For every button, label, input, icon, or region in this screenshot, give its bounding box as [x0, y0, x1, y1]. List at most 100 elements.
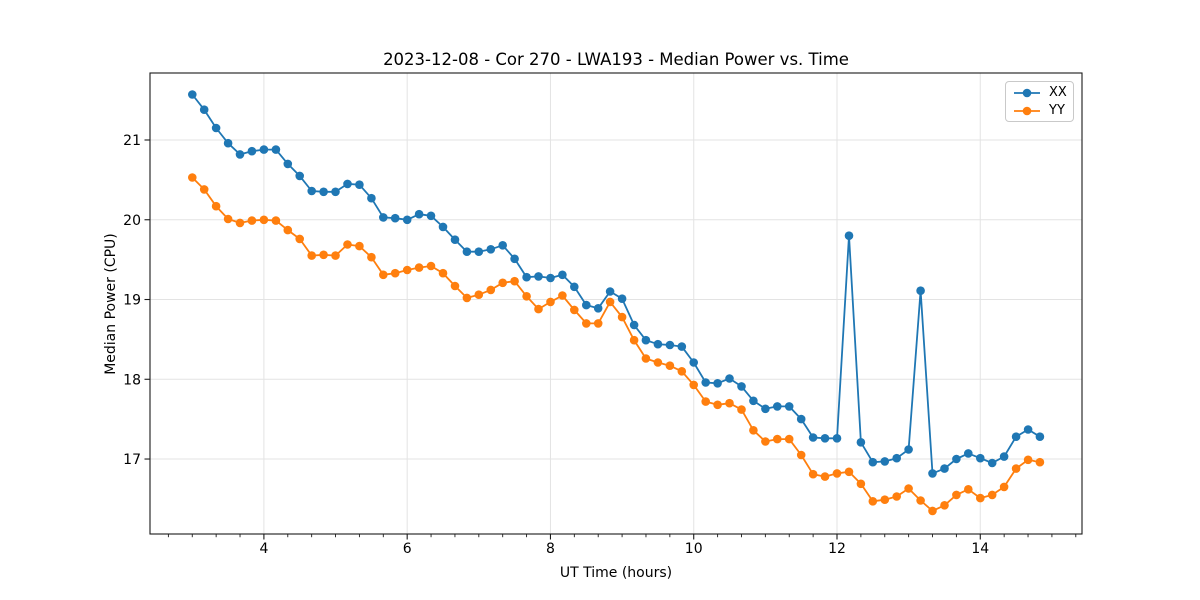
data-point — [820, 472, 830, 481]
data-point — [689, 380, 698, 390]
x-axis-label: UT Time (hours) — [560, 565, 672, 581]
data-point — [987, 490, 997, 500]
plot-border — [149, 72, 1083, 535]
data-point — [677, 367, 687, 376]
data-point — [641, 335, 651, 345]
data-point — [199, 185, 209, 194]
data-point — [235, 218, 245, 228]
data-point — [904, 484, 913, 493]
data-point — [773, 402, 782, 411]
data-point — [629, 320, 639, 330]
data-point — [892, 453, 901, 463]
data-point — [546, 273, 555, 283]
data-point — [522, 272, 531, 282]
y-tick-label: 17 — [123, 452, 141, 468]
data-point — [498, 278, 508, 288]
data-point — [414, 263, 424, 272]
legend-marker-yy — [1022, 106, 1032, 116]
data-point — [259, 215, 269, 225]
data-point — [784, 402, 794, 411]
data-point — [880, 495, 890, 505]
grid-lines — [150, 73, 1082, 534]
data-point — [486, 245, 496, 254]
data-point — [940, 464, 949, 473]
legend-line-sample-xx — [1014, 88, 1040, 98]
data-point — [916, 496, 925, 505]
data-point — [367, 252, 376, 262]
data-point — [259, 145, 269, 154]
data-point — [832, 434, 842, 443]
data-point — [952, 490, 961, 500]
axis-ticks: 4 6 8 10 12 14 17 18 19 20 21 — [123, 133, 1077, 557]
data-point — [534, 272, 543, 281]
data-point — [737, 382, 746, 391]
y-tick-label: 19 — [123, 293, 141, 309]
data-point — [987, 458, 997, 468]
data-point — [999, 452, 1009, 461]
data-point — [1035, 457, 1045, 467]
series-line — [191, 176, 1041, 512]
data-point — [235, 150, 245, 159]
data-point — [450, 281, 460, 291]
data-point — [462, 293, 472, 303]
x-tick-label: 8 — [546, 541, 555, 557]
data-point — [856, 438, 866, 447]
data-point — [880, 457, 890, 466]
y-tick-label: 18 — [123, 372, 141, 388]
data-point — [1011, 464, 1021, 473]
data-point — [605, 287, 615, 296]
data-point — [964, 485, 973, 494]
data-point — [820, 434, 830, 443]
data-point — [510, 254, 519, 264]
data-point — [450, 235, 460, 244]
x-tick-label: 12 — [828, 541, 846, 557]
data-point — [665, 340, 675, 350]
data-point — [211, 201, 221, 211]
legend-line-sample-yy — [1014, 106, 1040, 116]
series-xx — [188, 90, 1045, 478]
data-point — [784, 434, 794, 444]
data-point — [1023, 455, 1033, 465]
legend-label-yy: YY — [1049, 103, 1065, 118]
data-point — [331, 251, 340, 260]
data-point — [271, 145, 281, 154]
data-point — [593, 319, 603, 328]
data-point — [188, 173, 197, 182]
data-point — [283, 225, 293, 235]
data-point — [319, 250, 328, 260]
data-point — [617, 312, 627, 322]
data-point — [438, 222, 448, 232]
data-point — [402, 265, 412, 275]
data-point — [976, 493, 985, 503]
data-point — [510, 276, 519, 286]
data-point — [582, 300, 591, 310]
series-yy — [188, 173, 1045, 516]
data-point — [295, 171, 305, 181]
data-point — [223, 138, 233, 148]
data-point — [426, 211, 436, 221]
data-point — [379, 270, 388, 280]
data-point — [247, 216, 257, 225]
data-point — [414, 209, 424, 219]
data-point — [617, 294, 627, 304]
legend-marker-xx — [1022, 88, 1032, 98]
data-point — [940, 501, 949, 510]
data-point — [379, 213, 388, 222]
data-point — [952, 454, 961, 464]
data-point — [474, 247, 484, 256]
data-point — [522, 292, 531, 301]
data-point — [247, 146, 257, 156]
data-point — [474, 290, 484, 300]
data-point — [701, 378, 710, 387]
data-point — [976, 453, 985, 463]
data-point — [725, 398, 734, 408]
x-tick-label: 6 — [403, 541, 412, 557]
data-point — [546, 297, 555, 307]
data-point — [1035, 432, 1045, 442]
data-series — [188, 90, 1045, 516]
data-point — [964, 449, 973, 458]
data-point — [737, 405, 746, 414]
data-point — [677, 342, 687, 351]
data-point — [498, 241, 508, 250]
